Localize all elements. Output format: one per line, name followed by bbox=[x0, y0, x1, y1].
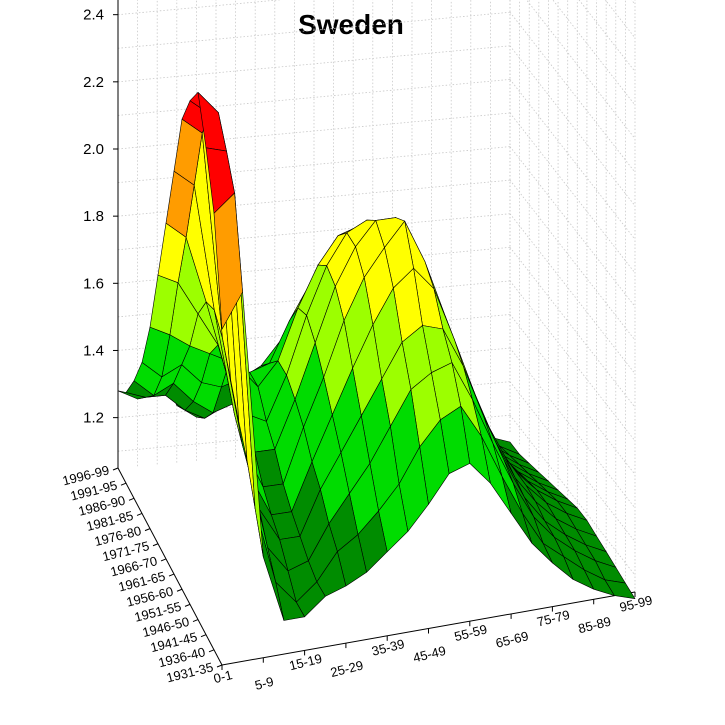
grid-line bbox=[509, 179, 636, 341]
grid-line bbox=[509, 280, 636, 442]
grid-line bbox=[117, 45, 511, 83]
grid-line bbox=[526, 0, 636, 139]
grid-line bbox=[509, 314, 636, 475]
cohort-axis-line bbox=[117, 467, 223, 666]
age-tick-label: 35-39 bbox=[370, 636, 406, 659]
grid-line bbox=[552, 0, 636, 106]
grid-line bbox=[509, 247, 636, 408]
chart-surface bbox=[117, 92, 636, 621]
chart-tick-labels: 1.21.41.61.82.02.22.42.62.83.03.21931-35… bbox=[61, 7, 654, 693]
grid-line bbox=[509, 112, 636, 274]
cohort-tick-mark bbox=[168, 573, 175, 577]
z-tick-label: 1.2 bbox=[83, 410, 104, 427]
grid-line bbox=[117, 112, 511, 150]
grid-line bbox=[509, 79, 636, 240]
cohort-tick-mark bbox=[176, 588, 183, 592]
grid-line bbox=[117, 246, 511, 284]
grid-line bbox=[117, 146, 511, 183]
grid-line bbox=[509, 347, 636, 509]
age-tick-label: 55-59 bbox=[453, 622, 489, 645]
grid-line bbox=[631, 0, 636, 5]
cohort-tick-mark bbox=[136, 512, 143, 516]
age-tick-label: 75-79 bbox=[535, 607, 571, 630]
z-tick-label: 1.4 bbox=[83, 342, 104, 359]
cohort-tick-mark bbox=[144, 528, 151, 532]
grid-line bbox=[117, 213, 511, 251]
cohort-tick-mark bbox=[120, 482, 127, 486]
chart-axes bbox=[112, 0, 636, 670]
grid-line bbox=[578, 0, 636, 72]
z-tick-label: 1.6 bbox=[83, 275, 104, 292]
grid-line bbox=[509, 381, 636, 542]
grid-line bbox=[509, 45, 636, 207]
surface-cell bbox=[213, 192, 243, 330]
chart-title: Sweden bbox=[298, 9, 404, 40]
age-tick-label: 45-49 bbox=[411, 643, 447, 666]
z-tick-label: 2.2 bbox=[83, 74, 104, 91]
age-tick-label: 65-69 bbox=[494, 628, 530, 651]
grid-line bbox=[509, 12, 636, 173]
grid-line bbox=[604, 0, 636, 39]
grid-line bbox=[509, 146, 636, 307]
cohort-tick-mark bbox=[128, 497, 135, 501]
grid-line bbox=[117, 79, 511, 116]
age-tick-label: 0-1 bbox=[212, 667, 234, 686]
age-tick-label: 85-89 bbox=[577, 614, 613, 637]
cohort-tick-mark bbox=[200, 634, 207, 638]
cohort-tick-mark bbox=[184, 603, 191, 607]
cohort-tick-mark bbox=[208, 649, 215, 653]
age-tick-label: 25-29 bbox=[329, 657, 365, 680]
z-tick-label: 1.8 bbox=[83, 208, 104, 225]
age-tick-label: 5-9 bbox=[253, 674, 275, 693]
grid-line bbox=[117, 11, 511, 49]
cohort-tick-mark bbox=[160, 558, 167, 562]
cohort-tick-mark bbox=[192, 619, 199, 623]
cohort-tick-mark bbox=[152, 543, 159, 547]
grid-line bbox=[117, 179, 511, 217]
z-tick-label: 2.4 bbox=[83, 7, 104, 24]
cohort-tick-mark bbox=[216, 664, 223, 668]
grid-line bbox=[509, 414, 636, 576]
z-tick-label: 2.0 bbox=[83, 141, 104, 158]
age-tick-label: 15-19 bbox=[288, 651, 324, 674]
cohort-tick-mark bbox=[112, 467, 119, 471]
grid-line bbox=[509, 213, 636, 374]
